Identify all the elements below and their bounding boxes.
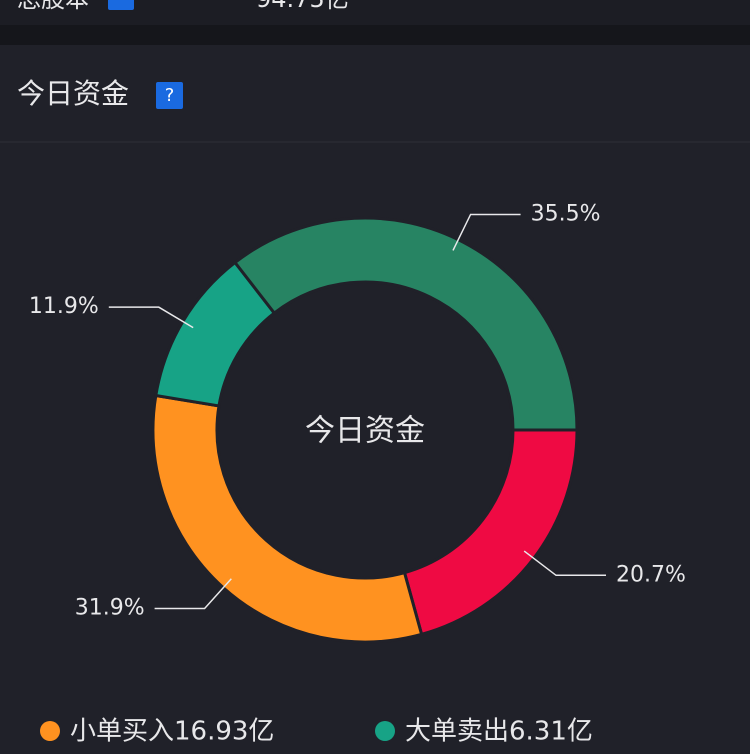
top-value: 94.75亿: [256, 0, 349, 13]
section-title: 今日资金: [17, 77, 129, 110]
value-label: 35.5%: [531, 201, 601, 226]
value-label: 31.9%: [75, 596, 145, 621]
leader-line: [154, 578, 232, 610]
legend-label: 大单卖出6.31亿: [405, 717, 593, 747]
top-label: 总股本: [17, 0, 89, 13]
value-label: 20.7%: [616, 562, 686, 587]
donut-segment: [151, 393, 424, 644]
help-icon-text[interactable]: ?: [165, 85, 175, 106]
leader-line: [452, 213, 521, 251]
top-help[interactable]: [108, 0, 134, 10]
donut-segment: [232, 216, 579, 432]
legend-dot: [375, 721, 395, 741]
leader-line: [108, 306, 194, 329]
legend-dot: [40, 721, 60, 741]
separator: [0, 25, 750, 45]
center-label: 今日资金: [305, 414, 425, 449]
donut-segment: [402, 428, 579, 637]
value-label: 11.9%: [29, 294, 99, 319]
help-icon[interactable]: [156, 82, 183, 109]
legend-label: 小单买入16.93亿: [70, 717, 274, 747]
leader-line: [523, 550, 607, 577]
